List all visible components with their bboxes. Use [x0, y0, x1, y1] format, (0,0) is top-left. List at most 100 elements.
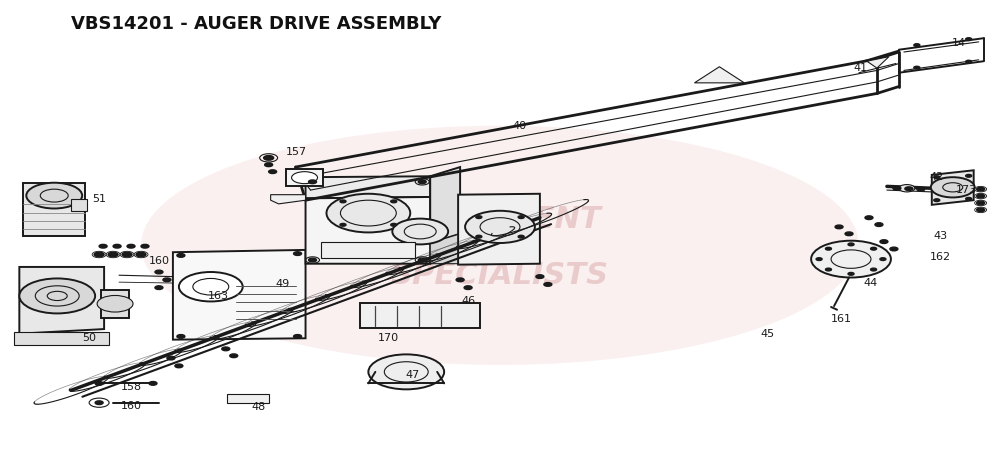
Text: 47: 47	[405, 370, 419, 380]
Text: 160: 160	[148, 257, 169, 266]
Circle shape	[518, 216, 524, 219]
Circle shape	[294, 335, 302, 338]
Bar	[23, 183, 85, 236]
Text: 14: 14	[952, 38, 966, 48]
Circle shape	[871, 268, 877, 271]
Text: 157: 157	[286, 147, 307, 157]
Circle shape	[113, 244, 121, 248]
Text: 163: 163	[208, 291, 229, 301]
Circle shape	[175, 364, 183, 368]
Circle shape	[905, 187, 913, 191]
Circle shape	[326, 194, 410, 232]
Circle shape	[149, 382, 157, 385]
Circle shape	[392, 219, 448, 244]
Circle shape	[265, 163, 273, 167]
Circle shape	[865, 216, 873, 219]
Polygon shape	[271, 194, 306, 204]
Circle shape	[122, 252, 132, 257]
Bar	[14, 332, 109, 345]
Circle shape	[127, 244, 135, 248]
Circle shape	[309, 258, 317, 262]
Circle shape	[544, 282, 552, 286]
Circle shape	[368, 354, 444, 389]
Circle shape	[966, 175, 972, 177]
Circle shape	[269, 170, 277, 174]
Text: 44: 44	[864, 278, 878, 288]
Circle shape	[825, 247, 831, 250]
Text: 42: 42	[930, 172, 944, 182]
Circle shape	[977, 208, 985, 212]
Circle shape	[914, 44, 920, 46]
Circle shape	[890, 247, 898, 251]
Text: 170: 170	[378, 333, 399, 343]
Circle shape	[94, 252, 104, 257]
Circle shape	[177, 335, 185, 338]
Circle shape	[914, 66, 920, 69]
Text: 41: 41	[854, 63, 868, 73]
Polygon shape	[430, 167, 460, 243]
Bar	[101, 290, 129, 318]
Polygon shape	[430, 234, 460, 264]
Bar	[320, 242, 415, 258]
Circle shape	[222, 347, 230, 350]
Circle shape	[875, 223, 883, 226]
Circle shape	[163, 278, 171, 282]
Text: 160: 160	[121, 401, 142, 412]
Circle shape	[167, 356, 175, 360]
Circle shape	[966, 38, 972, 40]
Circle shape	[518, 235, 524, 238]
Circle shape	[476, 216, 482, 219]
Text: 48: 48	[252, 402, 266, 413]
Circle shape	[155, 286, 163, 289]
Text: 51: 51	[92, 194, 106, 204]
Circle shape	[934, 199, 940, 201]
Circle shape	[95, 401, 103, 405]
Circle shape	[977, 188, 985, 191]
Circle shape	[99, 244, 107, 248]
Circle shape	[880, 240, 888, 244]
Circle shape	[917, 188, 925, 191]
Bar	[360, 303, 480, 328]
Polygon shape	[867, 56, 889, 68]
Text: SPECIALISTS: SPECIALISTS	[391, 261, 609, 290]
Text: VBS14201 - AUGER DRIVE ASSEMBLY: VBS14201 - AUGER DRIVE ASSEMBLY	[71, 15, 442, 33]
Circle shape	[179, 272, 243, 301]
Circle shape	[456, 278, 464, 282]
Text: 161: 161	[831, 314, 852, 324]
Circle shape	[871, 247, 877, 250]
Circle shape	[309, 180, 317, 184]
Text: inc.: inc.	[488, 245, 512, 259]
Bar	[286, 169, 323, 187]
Circle shape	[264, 156, 274, 160]
Circle shape	[848, 272, 854, 275]
Circle shape	[177, 254, 185, 257]
Text: 158: 158	[120, 382, 142, 392]
Circle shape	[816, 258, 822, 261]
Circle shape	[292, 172, 318, 184]
Circle shape	[141, 244, 149, 248]
Polygon shape	[306, 197, 430, 264]
Circle shape	[97, 295, 133, 312]
Circle shape	[811, 241, 891, 277]
Ellipse shape	[141, 125, 859, 365]
Text: 46: 46	[461, 296, 475, 307]
Circle shape	[825, 268, 831, 271]
Circle shape	[294, 252, 302, 256]
Bar	[71, 199, 87, 211]
Text: EQUIPMENT: EQUIPMENT	[399, 206, 601, 234]
Text: 45: 45	[760, 329, 774, 338]
Circle shape	[536, 275, 544, 278]
Circle shape	[95, 382, 103, 385]
Polygon shape	[694, 67, 744, 83]
Circle shape	[893, 187, 901, 190]
Circle shape	[899, 185, 915, 192]
Circle shape	[845, 232, 853, 236]
Text: 162: 162	[930, 252, 951, 262]
Circle shape	[848, 243, 854, 246]
Bar	[227, 394, 269, 403]
Circle shape	[966, 197, 972, 200]
Text: 43: 43	[934, 231, 948, 241]
Polygon shape	[19, 267, 104, 334]
Circle shape	[340, 224, 346, 226]
Circle shape	[464, 286, 472, 289]
